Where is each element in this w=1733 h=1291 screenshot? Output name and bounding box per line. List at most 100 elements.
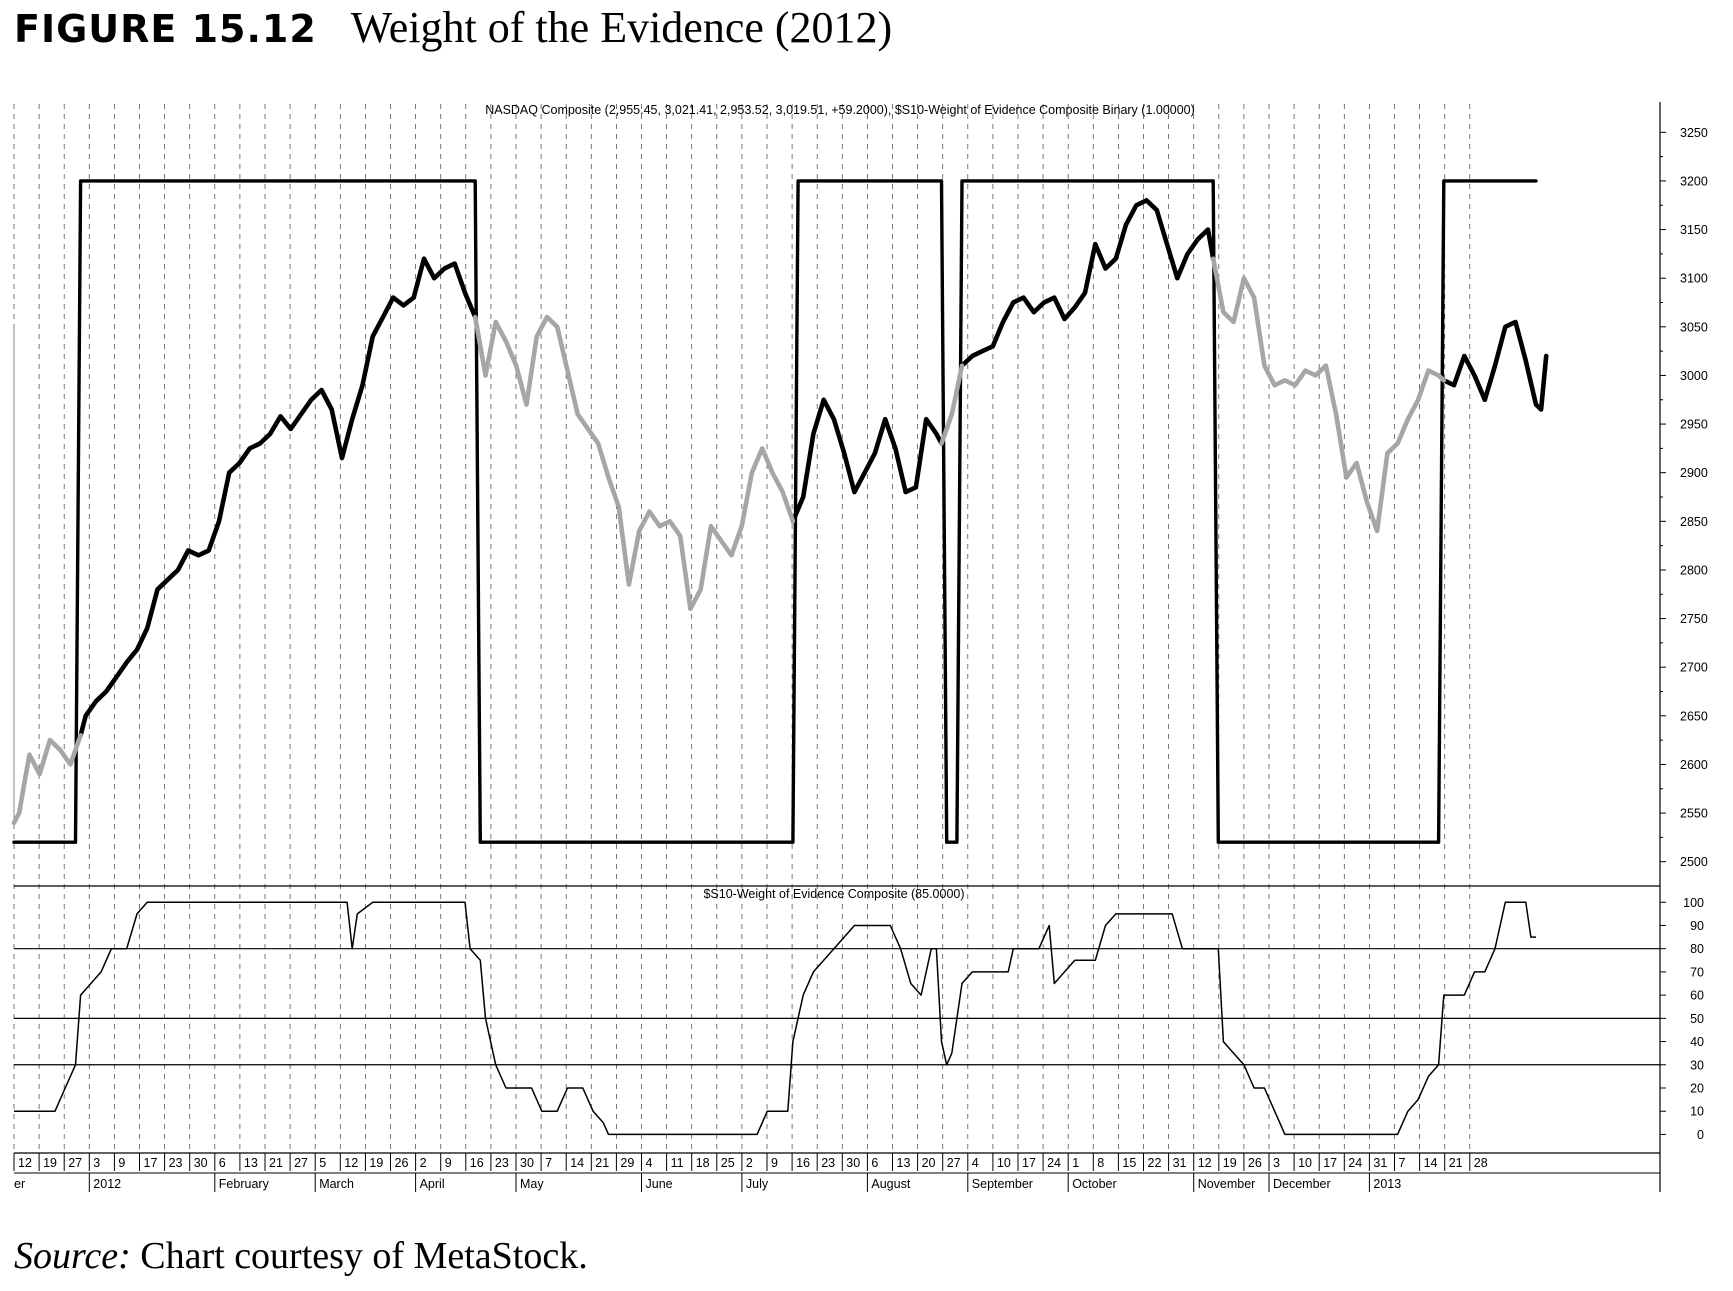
month-label: March bbox=[319, 1177, 354, 1191]
y-tick-label: 100 bbox=[1683, 896, 1704, 910]
y-tick-label: 2500 bbox=[1680, 855, 1708, 869]
y-tick-label: 2650 bbox=[1680, 709, 1708, 723]
series-lines bbox=[11, 179, 1549, 1136]
x-tick-label: 3 bbox=[1273, 1156, 1280, 1170]
y-tick-label: 3250 bbox=[1680, 126, 1708, 140]
main-panel-title: NASDAQ Composite (2,955.45, 3,021.41, 2,… bbox=[485, 103, 1195, 117]
y-tick-label: 40 bbox=[1690, 1035, 1704, 1049]
x-tick-label: 21 bbox=[1449, 1156, 1463, 1170]
figure-title-text: Weight of the Evidence (2012) bbox=[350, 3, 893, 52]
x-tick-label: 12 bbox=[1198, 1156, 1212, 1170]
x-tick-label: 26 bbox=[1248, 1156, 1262, 1170]
x-tick-label: 19 bbox=[43, 1156, 57, 1170]
x-tick-label: 9 bbox=[771, 1156, 778, 1170]
price-line-bear bbox=[11, 733, 83, 826]
x-tick-label: 12 bbox=[344, 1156, 358, 1170]
y-tick-label: 2800 bbox=[1680, 563, 1708, 577]
x-tick-label: 27 bbox=[947, 1156, 961, 1170]
y-tick-label: 60 bbox=[1690, 989, 1704, 1003]
x-tick-label: 17 bbox=[144, 1156, 158, 1170]
y-tick-label: 3050 bbox=[1680, 320, 1708, 334]
y-tick-label: 90 bbox=[1690, 919, 1704, 933]
x-tick-label: 31 bbox=[1373, 1156, 1387, 1170]
month-label: August bbox=[871, 1177, 910, 1191]
y-tick-label: 2750 bbox=[1680, 612, 1708, 626]
y-tick-label: 3100 bbox=[1680, 272, 1708, 286]
x-tick-label: 21 bbox=[595, 1156, 609, 1170]
month-label: February bbox=[219, 1177, 270, 1191]
month-label: July bbox=[746, 1177, 769, 1191]
x-tick-label: 17 bbox=[1323, 1156, 1337, 1170]
price-line-bull bbox=[959, 198, 1216, 368]
month-label: December bbox=[1273, 1177, 1331, 1191]
month-label: October bbox=[1072, 1177, 1116, 1191]
x-tick-label: 9 bbox=[118, 1156, 125, 1170]
month-label: June bbox=[646, 1177, 673, 1191]
chart-frame bbox=[13, 102, 1661, 1192]
month-label: 2012 bbox=[93, 1177, 121, 1191]
x-tick-label: 2 bbox=[746, 1156, 753, 1170]
x-tick-label: 7 bbox=[1399, 1156, 1406, 1170]
x-tick-label: 3 bbox=[93, 1156, 100, 1170]
x-tick-label: 10 bbox=[997, 1156, 1011, 1170]
x-tick-label: 7 bbox=[545, 1156, 552, 1170]
y-tick-label: 50 bbox=[1690, 1012, 1704, 1026]
x-tick-label: 27 bbox=[294, 1156, 308, 1170]
y-tick-label: 2850 bbox=[1680, 515, 1708, 529]
figure-title: FIGURE 15.12 Weight of the Evidence (2012… bbox=[14, 2, 892, 53]
x-tick-label: 6 bbox=[871, 1156, 878, 1170]
x-tick-label: 23 bbox=[169, 1156, 183, 1170]
x-tick-label: 13 bbox=[244, 1156, 258, 1170]
x-tick-label: 6 bbox=[219, 1156, 226, 1170]
x-tick-label: 24 bbox=[1047, 1156, 1061, 1170]
x-tick-label: 14 bbox=[570, 1156, 584, 1170]
x-tick-label: 13 bbox=[897, 1156, 911, 1170]
price-line-bear bbox=[939, 363, 965, 446]
x-tick-label: 18 bbox=[696, 1156, 710, 1170]
y-tick-label: 3000 bbox=[1680, 369, 1708, 383]
y-tick-label: 2600 bbox=[1680, 758, 1708, 772]
y-tick-label: 0 bbox=[1697, 1128, 1704, 1142]
x-tick-label: 30 bbox=[194, 1156, 208, 1170]
x-tick-label: 15 bbox=[1122, 1156, 1136, 1170]
x-tick-label: 23 bbox=[495, 1156, 509, 1170]
price-line-bear bbox=[1210, 256, 1447, 534]
x-tick-label: 4 bbox=[646, 1156, 653, 1170]
binary-signal-line bbox=[12, 179, 1538, 844]
x-tick-label: 10 bbox=[1298, 1156, 1312, 1170]
price-line-bear bbox=[472, 314, 796, 612]
month-label: September bbox=[972, 1177, 1033, 1191]
y-tick-label: 3200 bbox=[1680, 174, 1708, 188]
source-label: Source: bbox=[14, 1235, 131, 1277]
x-tick-label: 19 bbox=[369, 1156, 383, 1170]
x-tick-label: 16 bbox=[796, 1156, 810, 1170]
x-tick-label: 26 bbox=[395, 1156, 409, 1170]
x-tick-label: 9 bbox=[445, 1156, 452, 1170]
y-tick-label: 10 bbox=[1690, 1105, 1704, 1119]
x-tick-label: 1 bbox=[1072, 1156, 1079, 1170]
vertical-gridlines bbox=[13, 104, 1471, 1153]
x-tick-label: 14 bbox=[1424, 1156, 1438, 1170]
x-tick-label: 2 bbox=[420, 1156, 427, 1170]
x-tick-label: 21 bbox=[269, 1156, 283, 1170]
composite-indicator-line bbox=[14, 901, 1536, 1136]
indicator-panel-title: $S10-Weight of Evidence Composite (85.00… bbox=[703, 887, 964, 901]
x-tick-label: 28 bbox=[1474, 1156, 1488, 1170]
x-tick-label: 31 bbox=[1173, 1156, 1187, 1170]
x-tick-label: 19 bbox=[1223, 1156, 1237, 1170]
x-tick-label: 25 bbox=[721, 1156, 735, 1170]
month-label: April bbox=[420, 1177, 445, 1191]
x-axis: 12 19 27 3 9 17 23 30 6 13 21 27 5 12 19 26 2 9 16 23 30 7 14 2… bbox=[13, 1153, 1660, 1192]
x-tick-label: 12 bbox=[18, 1156, 32, 1170]
x-tick-label: 8 bbox=[1097, 1156, 1104, 1170]
x-tick-label: 24 bbox=[1348, 1156, 1362, 1170]
x-tick-label: 20 bbox=[922, 1156, 936, 1170]
price-line-bull bbox=[78, 256, 478, 738]
x-tick-label: 23 bbox=[821, 1156, 835, 1170]
y-tick-label: 20 bbox=[1690, 1081, 1704, 1095]
y-tick-label: 2700 bbox=[1680, 661, 1708, 675]
y-tick-label: 70 bbox=[1690, 965, 1704, 979]
y-tick-label: 2950 bbox=[1680, 418, 1708, 432]
figure-source: Source: Chart courtesy of MetaStock. bbox=[14, 1234, 588, 1278]
